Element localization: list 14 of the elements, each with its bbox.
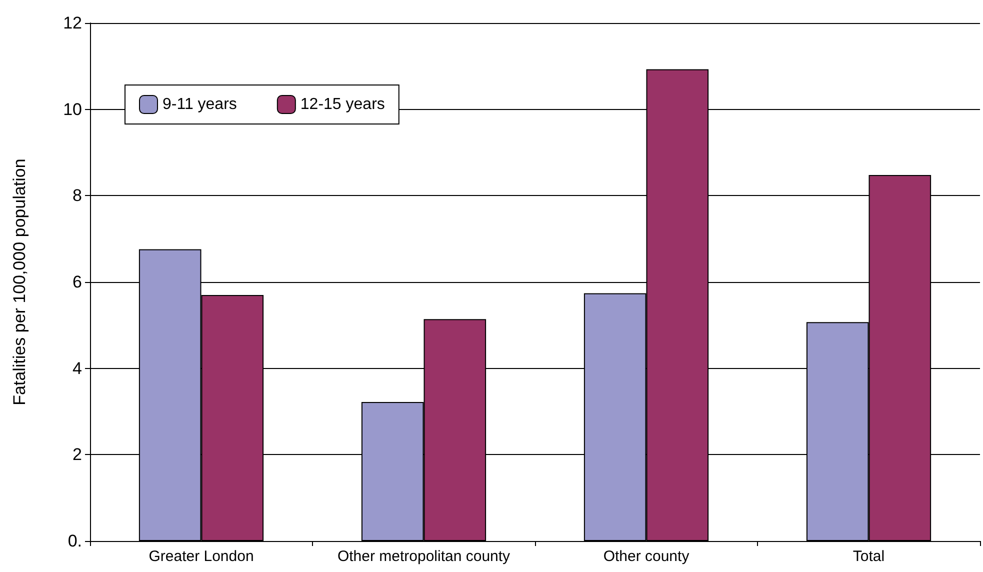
y-tick-label: 8 (72, 186, 82, 206)
x-tick-label: Other county (603, 548, 690, 565)
y-tick-label: 10 (63, 100, 82, 119)
y-axis-title: Fatalities per 100,000 population (10, 158, 29, 406)
legend-label: 9-11 years (162, 96, 237, 113)
y-tick-label: 2 (72, 445, 82, 464)
x-tick-label: Total (852, 548, 885, 565)
legend-label: 12-15 years (300, 96, 385, 113)
y-tick-label: 6 (72, 272, 82, 292)
x-tick-label: Greater London (148, 548, 254, 565)
y-tick-label: 0. (68, 532, 82, 550)
x-tick-label: Other metropolitan county (337, 548, 511, 565)
y-tick-label: 12 (63, 14, 82, 32)
y-tick-label: 4 (72, 358, 82, 378)
